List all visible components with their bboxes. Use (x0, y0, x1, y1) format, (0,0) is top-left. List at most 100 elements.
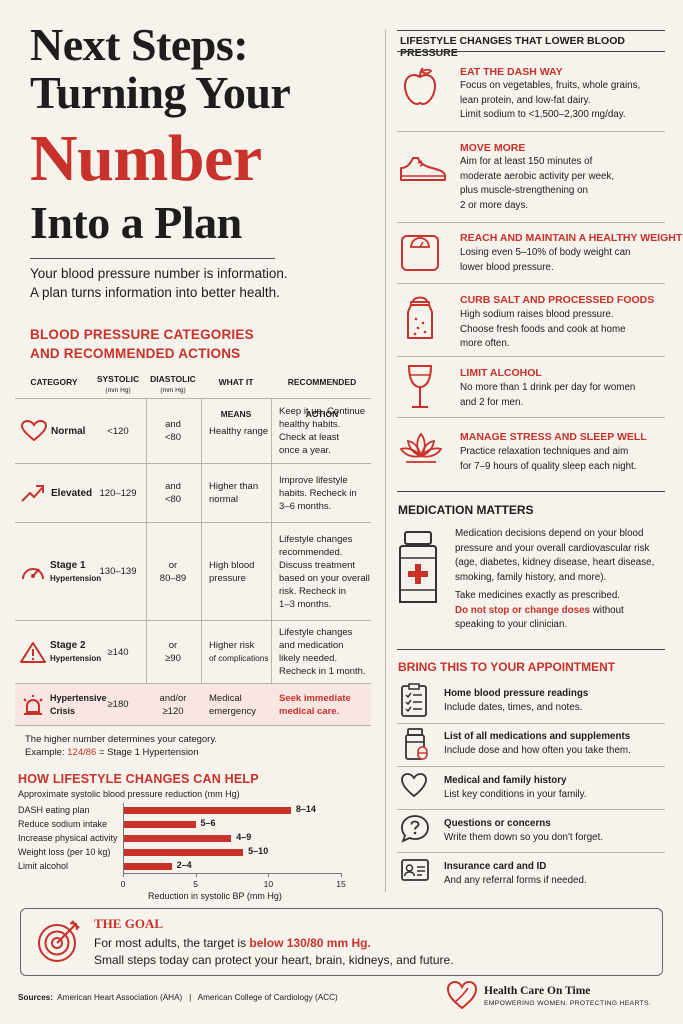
diastolic-connector: or (168, 640, 178, 651)
meaning-line: High blood (209, 559, 255, 571)
chart-category-label: DASH eating plan (18, 805, 90, 815)
chart-y-axis (123, 803, 124, 873)
tip-line: Limit sodium to <1,500–2,300 mg/day. (460, 109, 626, 120)
diastolic-value: or 80–89 (147, 523, 199, 620)
tip-divider (397, 417, 665, 418)
col-header-action-text: RECOMMENDED ACTION (287, 377, 357, 419)
tip-divider (397, 131, 665, 132)
meaning-text: Higher than normal (209, 464, 269, 522)
chart-bar (124, 835, 232, 842)
medicine-bottle-icon (398, 530, 438, 611)
meaning-line: Medical (209, 692, 242, 704)
table-row-stage-1: Stage 1 Hypertension 130–139 or 80–89 High… (15, 522, 371, 620)
chart-bar (124, 849, 244, 856)
warning-text: Do not stop or change doses (455, 604, 590, 616)
scale-icon (398, 233, 442, 278)
category-name: Elevated (51, 487, 93, 499)
col-header-diastolic-text: DIASTOLIC (150, 374, 196, 384)
table-row-crisis: Hypertensive Crisis ≥180 and/or ≥120 Medic… (15, 683, 371, 726)
action-line: based on your overall (279, 572, 370, 584)
tip-title: MOVE MORE (460, 142, 526, 154)
brand-name: Health Care On Time (484, 985, 591, 997)
goal-line-1: For most adults, the target is below 130… (94, 936, 371, 950)
diastolic-value: and <80 (147, 464, 199, 522)
chart-category-label: Reduce sodium intake (18, 819, 108, 829)
appointment-item-text: Write them down so you don't forget. (444, 832, 604, 843)
chart-data-label: 4–9 (236, 832, 252, 842)
systolic-value: ≥180 (107, 699, 129, 710)
systolic-value: ≥140 (107, 646, 129, 658)
action-line: once a year. (279, 445, 331, 456)
tip-text: Focus on vegetables, fruits, whole grain… (460, 79, 670, 123)
apple-icon (398, 64, 442, 113)
action-line: Discuss treatment (279, 559, 356, 571)
tip-line: Practice relaxation techniques and aim (460, 446, 629, 457)
categories-heading: BLOOD PRESSURE CATEGORIES AND RECOMMENDE… (30, 325, 360, 363)
action-line: healthy habits. (279, 419, 341, 430)
meaning-line: Higher risk (209, 640, 255, 651)
systolic-value: <120 (107, 425, 129, 437)
title-line-4: Into a Plan (30, 197, 242, 248)
salt-shaker-icon (404, 292, 436, 347)
medication-line: speaking to your clinician. (455, 619, 568, 630)
sources-label: Sources: (18, 993, 54, 1002)
category-note-example: Example: 124/86 = Stage 1 Hypertension (25, 746, 217, 759)
diastolic-value: or ≥90 (147, 621, 199, 683)
example-prefix: Example: (25, 747, 68, 758)
chart-data-label: 8–14 (295, 804, 316, 814)
appointment-item-text: And any referral forms if needed. (444, 875, 587, 886)
meaning-line: pressure (209, 572, 246, 584)
diastolic-connector: and (165, 481, 181, 492)
tip-text: No more than 1 drink per day for women an… (460, 381, 670, 410)
intro-line-2: A plan turns information into better hea… (30, 285, 280, 300)
chart-category-label: Limit alcohol (18, 861, 69, 871)
appointment-item-title: Medical and family history (444, 775, 567, 786)
tip-text: Losing even 5–10% of body weight can lowe… (460, 246, 670, 275)
medication-line: smoking, family history, and more). (455, 571, 607, 583)
action-text: Seek immediate medical care. (279, 684, 371, 725)
action-line: risk. Recheck in (279, 585, 347, 597)
appointment-item-text: Include dates, times, and notes. (444, 702, 583, 713)
appointment-item-text: Include dose and how often you take them… (444, 745, 631, 756)
action-text: Improve lifestyle habits. Recheck in 3–6 m… (279, 464, 371, 522)
chart-tick (195, 873, 197, 877)
goal-line-2: Small steps today can protect your heart… (94, 953, 454, 967)
title-line-1: Next Steps: (30, 19, 249, 70)
medication-line: Take medicines exactly as prescribed. (455, 590, 620, 601)
action-line: recommended. (279, 546, 343, 558)
chart-data-label: 2–4 (176, 860, 192, 870)
brand-tagline: EMPOWERING WOMEN. PROTECTING HEARTS. (484, 1000, 652, 1007)
chart-tick-label: 0 (120, 879, 126, 889)
action-line: Check at least (279, 432, 340, 443)
chart-bar (124, 863, 172, 870)
diastolic-connector: and/or (159, 692, 187, 704)
meaning-line: Higher than (209, 481, 259, 492)
example-suffix: = Stage 1 Hypertension (96, 747, 199, 758)
category-name: Hypertensive Crisis (50, 684, 107, 725)
action-line: Seek immediate (279, 692, 351, 704)
tip-line: High sodium raises blood pressure. (460, 309, 614, 320)
category-note: The higher number determines your catego… (25, 733, 217, 759)
appointment-item-title: Questions or concerns (444, 818, 551, 829)
tip-line: Choose fresh foods and cook at home (460, 323, 626, 335)
tip-title: CURB SALT AND PROCESSED FOODS (460, 294, 655, 306)
tips-rule-bottom (397, 51, 665, 52)
action-line: Lifestyle changes (279, 627, 353, 638)
tip-title: REACH AND MAINTAIN A HEALTHY WEIGHT (460, 232, 683, 244)
systolic-value: 120–129 (99, 487, 137, 499)
chart-x-axis-title: Reduction in systolic BP (mm Hg) (148, 891, 282, 901)
goal-heading: THE GOAL (94, 916, 163, 931)
chart-data-label: 5–6 (200, 818, 216, 828)
tips-heading: LIFESTYLE CHANGES THAT LOWER BLOOD PRESS… (400, 35, 625, 59)
action-line: and medication (279, 640, 344, 651)
systolic-value: 130–139 (99, 566, 137, 577)
tip-line: 2 or more days. (460, 199, 529, 211)
chart-heading: HOW LIFESTYLE CHANGES CAN HELP (18, 772, 259, 786)
categories-heading-line-1: BLOOD PRESSURE CATEGORIES (30, 327, 254, 342)
diastolic-number: <80 (164, 432, 182, 443)
diastolic-number: 80–89 (159, 572, 187, 584)
diastolic-number: ≥120 (162, 705, 184, 717)
action-line: likely needed. (279, 653, 338, 664)
sources: Sources: American Heart Association (AHA… (18, 993, 338, 1002)
action-line: Keep it up. Continue (279, 406, 366, 417)
